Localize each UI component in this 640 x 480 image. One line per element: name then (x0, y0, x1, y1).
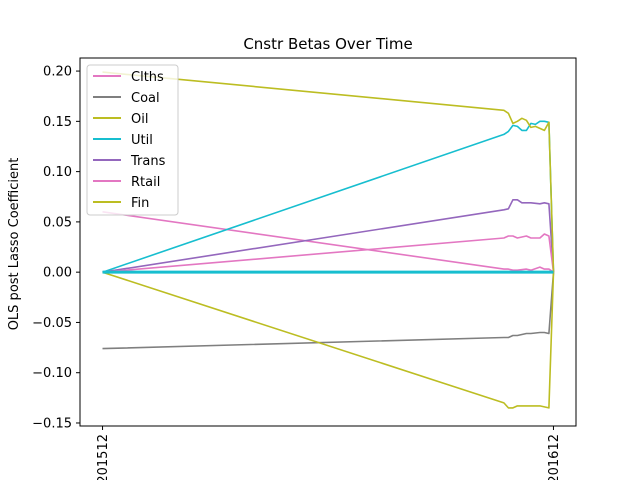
y-tick-label: −0.15 (32, 416, 72, 431)
y-tick-label: 0.20 (43, 65, 72, 80)
legend-label-fin: Fin (131, 196, 149, 211)
legend: Clths Coal Oil Util Trans Rtail Fin (86, 64, 179, 216)
plot-frame (79, 57, 577, 427)
series-line-oil (102, 271, 555, 409)
series-line-util (102, 120, 555, 273)
legend-label-oil: Oil (131, 112, 148, 127)
legend-label-rtail: Rtail (131, 175, 160, 190)
plot-lines (102, 71, 555, 409)
chart-title: Cnstr Betas Over Time (243, 35, 412, 53)
x-tick-label: 201612 (547, 434, 562, 480)
y-tick-label: 0.00 (43, 266, 72, 281)
y-tick-label: 0.15 (43, 115, 72, 130)
y-axis-ticks: −0.15 −0.10 −0.05 0.00 0.05 0.10 0.15 0.20 (32, 65, 80, 431)
legend-label-coal: Coal (131, 91, 160, 106)
series-line-rtail (102, 233, 555, 273)
series-line-fin (102, 71, 555, 273)
series-line-trans (102, 199, 555, 273)
y-tick-label: 0.05 (43, 215, 72, 230)
series-line-coal (102, 272, 555, 350)
x-axis-ticks: 201512 201612 (96, 426, 562, 480)
y-tick-label: −0.05 (32, 316, 72, 331)
legend-label-trans: Trans (130, 154, 166, 169)
y-tick-label: −0.10 (32, 366, 72, 381)
y-axis-label: OLS post Lasso Coefficient (7, 158, 22, 331)
legend-label-clths: Clths (131, 70, 164, 85)
legend-label-util: Util (131, 133, 153, 148)
series-line-clths (102, 211, 554, 273)
x-tick-label: 201512 (96, 434, 111, 480)
y-tick-label: 0.10 (43, 165, 72, 180)
legend-box (86, 64, 179, 216)
